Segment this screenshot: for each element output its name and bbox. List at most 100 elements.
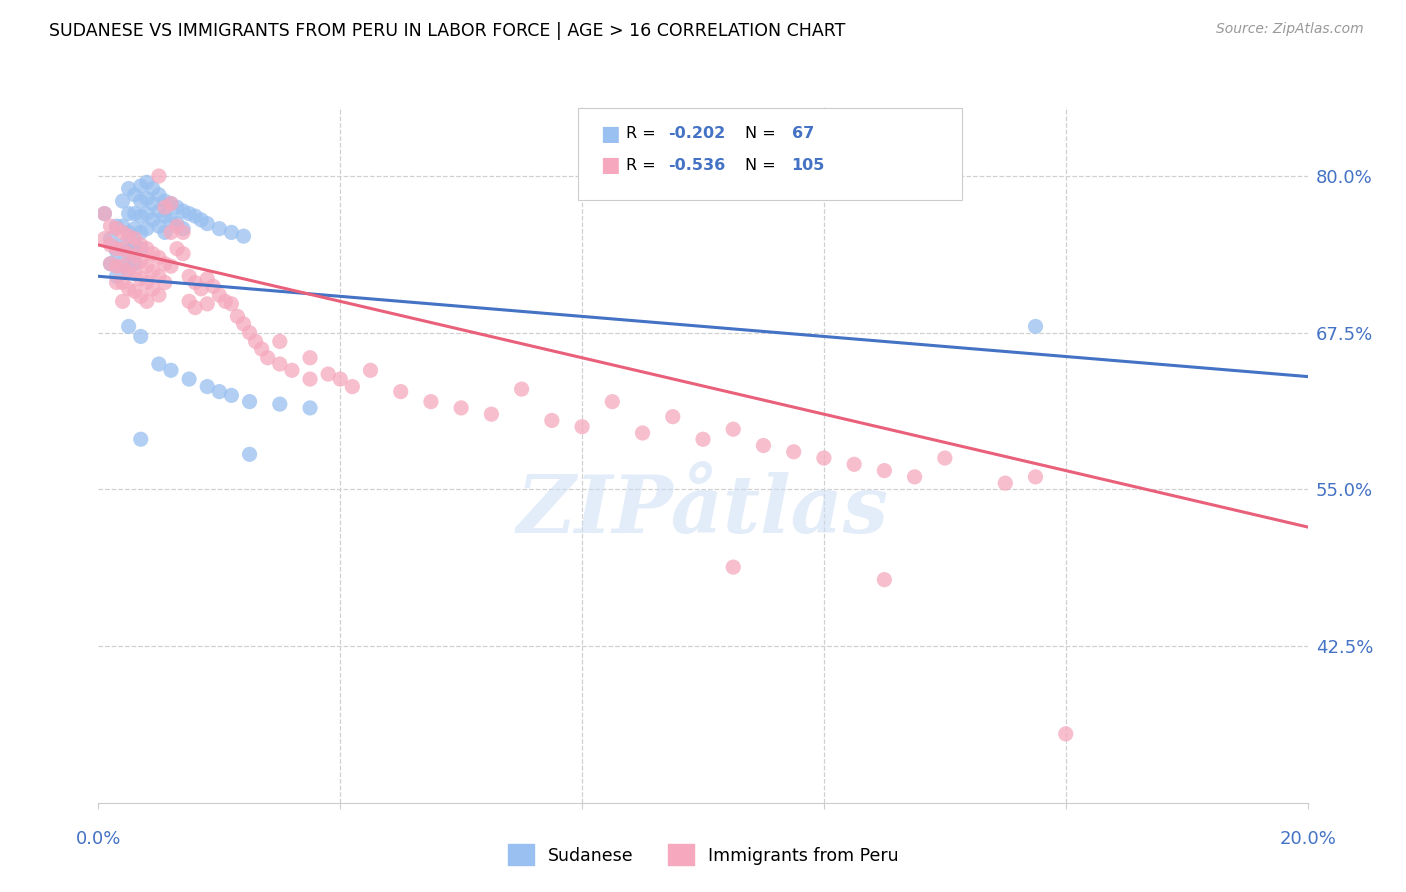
Point bbox=[124, 249, 146, 263]
Point bbox=[184, 209, 207, 223]
Point bbox=[360, 363, 382, 377]
Point bbox=[221, 388, 243, 402]
Point bbox=[148, 288, 170, 302]
Text: ■: ■ bbox=[600, 124, 620, 144]
Point bbox=[105, 219, 128, 234]
Point bbox=[148, 269, 170, 284]
Point bbox=[342, 379, 364, 393]
Point bbox=[105, 259, 128, 273]
Point bbox=[299, 372, 322, 386]
Point bbox=[142, 212, 165, 227]
Point bbox=[166, 200, 188, 214]
Point bbox=[129, 209, 152, 223]
Point bbox=[142, 181, 165, 195]
Text: -0.536: -0.536 bbox=[668, 158, 725, 172]
Point bbox=[135, 259, 157, 273]
Point bbox=[184, 276, 207, 290]
Point bbox=[111, 194, 134, 208]
Point bbox=[450, 401, 472, 415]
Point bbox=[100, 257, 122, 271]
Text: R =: R = bbox=[626, 127, 661, 141]
Text: 105: 105 bbox=[792, 158, 825, 172]
Point bbox=[208, 221, 231, 235]
Point bbox=[329, 372, 352, 386]
Legend: Sudanese, Immigrants from Peru: Sudanese, Immigrants from Peru bbox=[499, 836, 907, 874]
Point bbox=[118, 244, 141, 259]
Point bbox=[269, 334, 291, 349]
Text: N =: N = bbox=[745, 158, 782, 172]
Point bbox=[179, 372, 201, 386]
Point bbox=[124, 206, 146, 220]
Point bbox=[172, 204, 194, 219]
Point bbox=[135, 175, 157, 189]
Point bbox=[111, 257, 134, 271]
Point bbox=[179, 206, 201, 220]
Point bbox=[239, 447, 262, 461]
Point bbox=[873, 573, 896, 587]
Point bbox=[111, 259, 134, 273]
Point bbox=[226, 310, 249, 324]
Point bbox=[662, 409, 685, 424]
Point bbox=[124, 267, 146, 281]
Point bbox=[105, 242, 128, 256]
Point bbox=[160, 212, 183, 227]
Point bbox=[124, 232, 146, 246]
Point bbox=[153, 200, 176, 214]
Point bbox=[148, 219, 170, 234]
Point bbox=[904, 470, 927, 484]
Point bbox=[631, 425, 654, 440]
Point bbox=[202, 279, 225, 293]
Point bbox=[142, 196, 165, 211]
Point bbox=[172, 246, 194, 260]
Point bbox=[160, 226, 183, 240]
Point bbox=[179, 269, 201, 284]
Point bbox=[232, 229, 254, 244]
Point bbox=[692, 432, 714, 446]
Point bbox=[124, 187, 146, 202]
Point bbox=[105, 244, 128, 259]
Point bbox=[281, 363, 304, 377]
Point bbox=[195, 379, 218, 393]
Point bbox=[160, 196, 183, 211]
Point bbox=[299, 351, 322, 365]
Point bbox=[571, 419, 593, 434]
Point bbox=[316, 367, 339, 381]
Point bbox=[160, 259, 183, 273]
Point bbox=[100, 257, 122, 271]
Point bbox=[184, 301, 207, 315]
Point bbox=[142, 264, 165, 278]
Point bbox=[129, 254, 152, 268]
Point bbox=[111, 242, 134, 256]
Text: N =: N = bbox=[745, 127, 782, 141]
Point bbox=[105, 276, 128, 290]
Point bbox=[111, 294, 134, 309]
Point bbox=[118, 263, 141, 277]
Point bbox=[1024, 470, 1046, 484]
Point bbox=[129, 179, 152, 194]
Text: 67: 67 bbox=[792, 127, 814, 141]
Point bbox=[118, 246, 141, 260]
Point bbox=[221, 226, 243, 240]
Point bbox=[723, 422, 745, 436]
Point bbox=[481, 407, 503, 421]
Point bbox=[153, 257, 176, 271]
Point bbox=[148, 187, 170, 202]
Point bbox=[166, 242, 188, 256]
Point bbox=[129, 289, 152, 303]
Point bbox=[93, 232, 115, 246]
Point bbox=[129, 242, 152, 256]
Point bbox=[124, 221, 146, 235]
Point bbox=[153, 276, 176, 290]
Text: ZIPåtlas: ZIPåtlas bbox=[517, 472, 889, 549]
Text: ■: ■ bbox=[600, 155, 620, 175]
Point bbox=[172, 226, 194, 240]
Text: R =: R = bbox=[626, 158, 661, 172]
Point bbox=[105, 269, 128, 284]
Text: Source: ZipAtlas.com: Source: ZipAtlas.com bbox=[1216, 22, 1364, 37]
Point bbox=[135, 294, 157, 309]
Point bbox=[190, 282, 212, 296]
Point bbox=[166, 219, 188, 234]
Text: 0.0%: 0.0% bbox=[76, 830, 121, 848]
Point bbox=[118, 181, 141, 195]
Point bbox=[783, 444, 806, 458]
